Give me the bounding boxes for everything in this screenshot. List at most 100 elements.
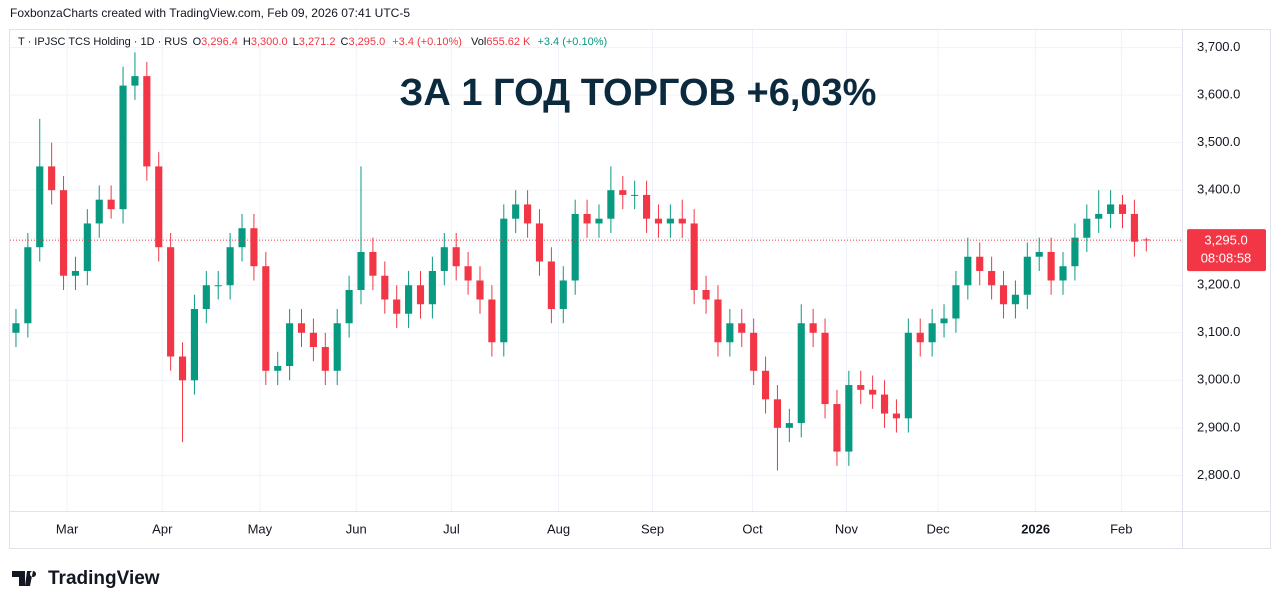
- legend-vol-label: Vol: [471, 36, 486, 48]
- candle-body: [524, 204, 532, 224]
- annotation: ЗА 1 ГОД ТОРГОВ +6,03%: [400, 72, 877, 114]
- x-tick-label: Nov: [835, 521, 859, 536]
- candle-body: [250, 228, 258, 267]
- candle-body: [119, 85, 127, 210]
- candle-body: [333, 323, 341, 371]
- logo: TradingView: [12, 568, 160, 589]
- candle-body: [952, 285, 960, 319]
- candle-body: [107, 199, 115, 210]
- legend-vol-change: +3.4 (+0.10%): [537, 36, 607, 48]
- candle-body: [297, 323, 306, 333]
- candle-body: [1095, 213, 1103, 219]
- candle-body: [702, 289, 710, 300]
- candle-body: [1011, 294, 1019, 305]
- y-tick-label: 2,900.0: [1197, 419, 1240, 434]
- candle-body: [714, 299, 722, 343]
- candle-body: [428, 270, 436, 305]
- candle-body: [190, 308, 198, 381]
- candle-body: [71, 270, 80, 276]
- candle-body: [500, 218, 508, 343]
- candle-body: [1071, 237, 1079, 267]
- candle-body: [964, 256, 972, 286]
- candle-body: [488, 299, 496, 343]
- candle-body: [226, 247, 234, 286]
- candle-body: [345, 289, 353, 324]
- candle-body: [238, 228, 246, 248]
- candle-body: [654, 218, 663, 224]
- candle-body: [750, 332, 758, 371]
- candle-body: [36, 166, 44, 248]
- candle-body: [809, 323, 817, 333]
- x-tick-label: Apr: [152, 521, 173, 536]
- candle-body: [619, 190, 627, 195]
- candle-body: [761, 370, 770, 400]
- candle-body: [1023, 256, 1031, 295]
- candle-body: [381, 275, 389, 300]
- candle-body: [940, 318, 948, 324]
- candle-body: [83, 223, 91, 271]
- candle-body: [559, 280, 567, 309]
- legend-l-label: L: [293, 36, 299, 48]
- candle-body: [286, 323, 294, 367]
- candle-body: [726, 323, 734, 343]
- x-tick-label: 2026: [1021, 521, 1050, 536]
- candle-body: [440, 247, 448, 271]
- candle-body: [1130, 213, 1138, 242]
- candle-body: [797, 323, 805, 424]
- candle-body: [214, 285, 222, 287]
- candle-body: [48, 166, 56, 191]
- candle-body: [393, 299, 401, 314]
- candle-body: [916, 332, 924, 343]
- candle-body: [928, 323, 936, 343]
- candle-body: [785, 423, 793, 428]
- legend-h-label: H: [243, 36, 251, 48]
- candle-body: [988, 270, 996, 286]
- x-tick-label: Sep: [641, 521, 664, 536]
- candle-body: [452, 247, 460, 267]
- candle-body: [1142, 239, 1150, 241]
- candle-body: [738, 323, 746, 333]
- x-tick-label: Dec: [927, 521, 951, 536]
- x-tick-label: Oct: [742, 521, 763, 536]
- candle-body: [1107, 204, 1115, 214]
- candle-body: [595, 218, 603, 224]
- candle-body: [1059, 266, 1067, 281]
- candle-body: [309, 332, 317, 348]
- y-tick-label: 2,800.0: [1197, 467, 1240, 482]
- x-tick-label: May: [248, 521, 273, 536]
- candle-body: [547, 261, 555, 309]
- candle-body: [678, 218, 686, 224]
- candle-body: [821, 332, 829, 405]
- logo-text: TradingView: [48, 568, 160, 589]
- candle-body: [416, 285, 425, 305]
- logo-mark: [12, 571, 37, 586]
- candle-body: [143, 76, 151, 167]
- legend: T · IPJSC TCS Holding · 1D · RUS O3,296.…: [18, 36, 607, 48]
- x-tick-label: Feb: [1110, 521, 1132, 536]
- candle-body: [369, 251, 377, 276]
- y-tick-label: 3,100.0: [1197, 324, 1240, 339]
- countdown: 08:08:58: [1201, 251, 1252, 266]
- legend-vol: 655.62 K: [486, 36, 531, 48]
- y-tick-label: 3,000.0: [1197, 372, 1240, 387]
- candle-body: [845, 385, 853, 452]
- candle-body: [631, 194, 639, 196]
- candle-body: [607, 190, 615, 219]
- candle-body: [155, 166, 163, 248]
- candle-body: [131, 76, 139, 86]
- candle-body: [321, 347, 329, 371]
- candle-body: [95, 199, 103, 224]
- candle-body: [274, 366, 282, 371]
- candle-body: [773, 399, 782, 428]
- candle-body: [666, 218, 674, 224]
- legend-change: +3.4 (+0.10%): [392, 36, 462, 48]
- candle-body: [178, 356, 187, 381]
- candle-body: [535, 223, 544, 262]
- candle-body: [1118, 204, 1127, 214]
- candle-body: [904, 332, 912, 419]
- frame: [9, 29, 1271, 549]
- x-tick-label: Jun: [346, 521, 367, 536]
- legend-symbol: T · IPJSC TCS Holding · 1D · RUS: [18, 36, 188, 48]
- credit: FoxbonzaCharts created with TradingView.…: [10, 6, 410, 20]
